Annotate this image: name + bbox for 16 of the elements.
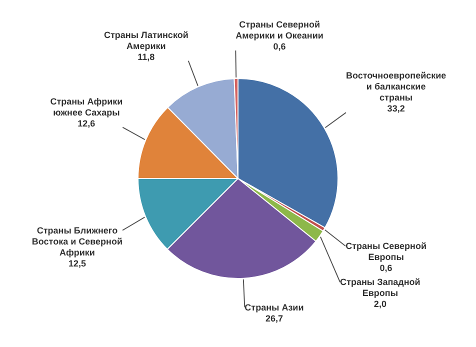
- slice-label: Страны Азии: [244, 302, 304, 312]
- data-label: 12,5: [68, 258, 86, 268]
- data-label: 12,6: [78, 118, 96, 128]
- data-label: 26,7: [265, 313, 283, 324]
- data-label: 0,6: [380, 263, 392, 274]
- data-label: 11,8: [138, 52, 155, 62]
- slice-label: Страны Ближнего Востока и Северной Африки: [32, 225, 123, 258]
- data-label: 33,2: [387, 104, 405, 114]
- slice-label: Страны Северной Европы: [346, 241, 427, 262]
- data-label: 2,0: [374, 299, 386, 310]
- slice-label: Восточноевропейские и балканские страны: [346, 70, 446, 103]
- slice-label: Страны Африки южнее Сахары: [50, 96, 123, 118]
- slice-label: Страны Западной Европы: [340, 277, 420, 298]
- slice-label: Страны Северной Америки и Океании: [236, 20, 324, 41]
- slice-label: Страны Латинской Америки: [104, 30, 188, 51]
- data-label: 0,6: [273, 42, 286, 52]
